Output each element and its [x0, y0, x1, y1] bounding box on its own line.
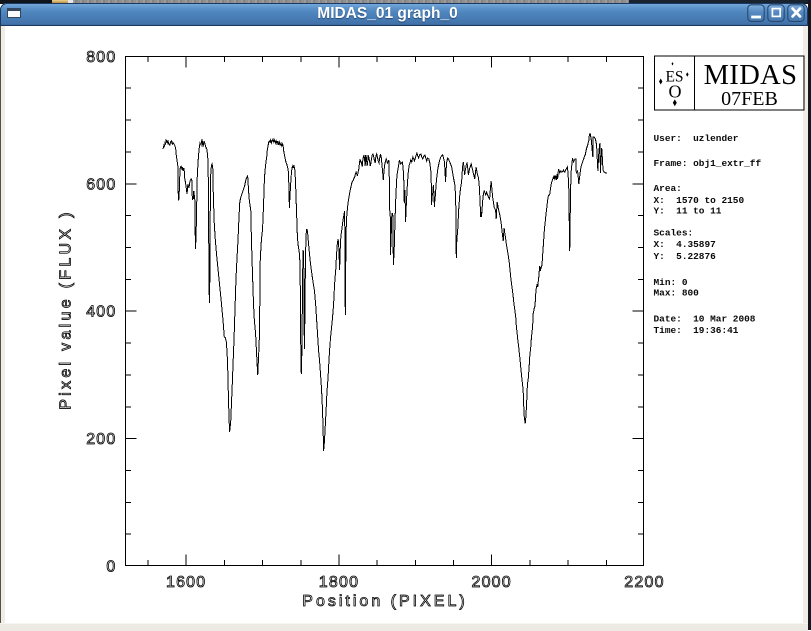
svg-text:0: 0 [106, 559, 116, 576]
svg-text:Frame: obj1_extr_ff: Frame: obj1_extr_ff [654, 158, 762, 169]
svg-text:Y: 11 to 11: Y: 11 to 11 [654, 206, 722, 217]
svg-text:Time: 19:36:41: Time: 19:36:41 [654, 325, 739, 336]
svg-text:2000: 2000 [471, 574, 511, 591]
svg-text:07FEB: 07FEB [721, 88, 778, 110]
svg-text:Position (PIXEL): Position (PIXEL) [302, 593, 467, 610]
svg-text:Date: 10 Mar 2008: Date: 10 Mar 2008 [654, 314, 756, 325]
svg-text:600: 600 [86, 176, 116, 193]
svg-text:Pixel value (FLUX ): Pixel value (FLUX ) [58, 209, 75, 410]
svg-text:User: uzlender: User: uzlender [654, 133, 739, 144]
svg-text:Y: 5.22876: Y: 5.22876 [654, 251, 717, 262]
svg-text:Scales:: Scales: [654, 228, 694, 239]
svg-text:800: 800 [86, 49, 116, 66]
svg-text:200: 200 [86, 431, 116, 448]
svg-text:400: 400 [86, 304, 116, 321]
svg-text:Min: 0: Min: 0 [654, 277, 688, 288]
svg-text:ES: ES [665, 69, 683, 86]
svg-text:1800: 1800 [319, 574, 359, 591]
svg-text:MIDAS: MIDAS [704, 60, 798, 91]
svg-text:1600: 1600 [166, 574, 206, 591]
svg-text:O: O [669, 82, 682, 102]
svg-text:X: 1570 to 2150: X: 1570 to 2150 [654, 195, 745, 206]
svg-text:Max: 800: Max: 800 [654, 288, 700, 299]
svg-text:Area:: Area: [654, 183, 682, 194]
svg-text:2200: 2200 [624, 574, 664, 591]
svg-text:X: 4.35897: X: 4.35897 [654, 239, 717, 250]
